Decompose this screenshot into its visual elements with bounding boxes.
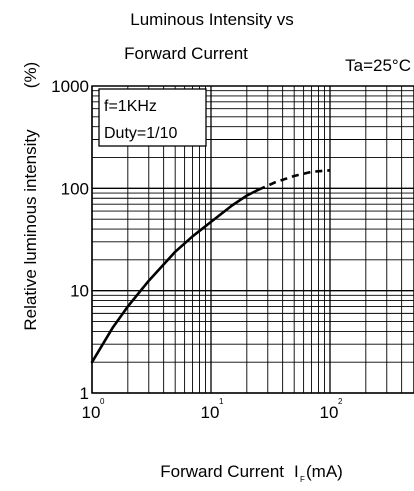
x-axis-label: Forward Current [160,462,284,481]
y-tick-label: 1 [80,384,89,403]
legend-frame [98,88,207,147]
condition-label: Ta=25°C [345,56,411,75]
x-tick-label: 10 [320,403,339,422]
chart-title-line2: Forward Current [124,44,248,63]
x-axis-symbol: I [294,462,299,481]
x-tick-exponent: 1 [219,397,224,406]
x-axis-unit: (mA) [306,462,343,481]
legend-line-duty: Duty=1/10 [104,125,177,142]
x-tick-exponent: 2 [338,397,343,406]
y-axis-unit: (%) [21,62,40,88]
y-axis-label: Relative luminous intensity [21,129,40,331]
series-curve-solid [90,188,260,364]
y-tick-label: 1000 [51,77,89,96]
series-group [90,169,331,364]
y-tick-labels: 1 10 100 1000 [51,77,89,403]
x-tick-label: 10 [82,403,101,422]
legend-line-frequency: f=1KHz [104,98,157,115]
x-tick-exponent: 0 [100,397,105,406]
chart-title-line1: Luminous Intensity vs [130,10,293,29]
y-tick-label: 100 [61,179,89,198]
x-tick-label: 10 [201,403,220,422]
y-tick-label: 10 [70,282,89,301]
legend-box: f=1KHz Duty=1/10 [98,88,207,147]
plot-frame [91,85,414,394]
x-axis-subscript: F [300,475,305,484]
series-curve-dashed [257,169,331,191]
